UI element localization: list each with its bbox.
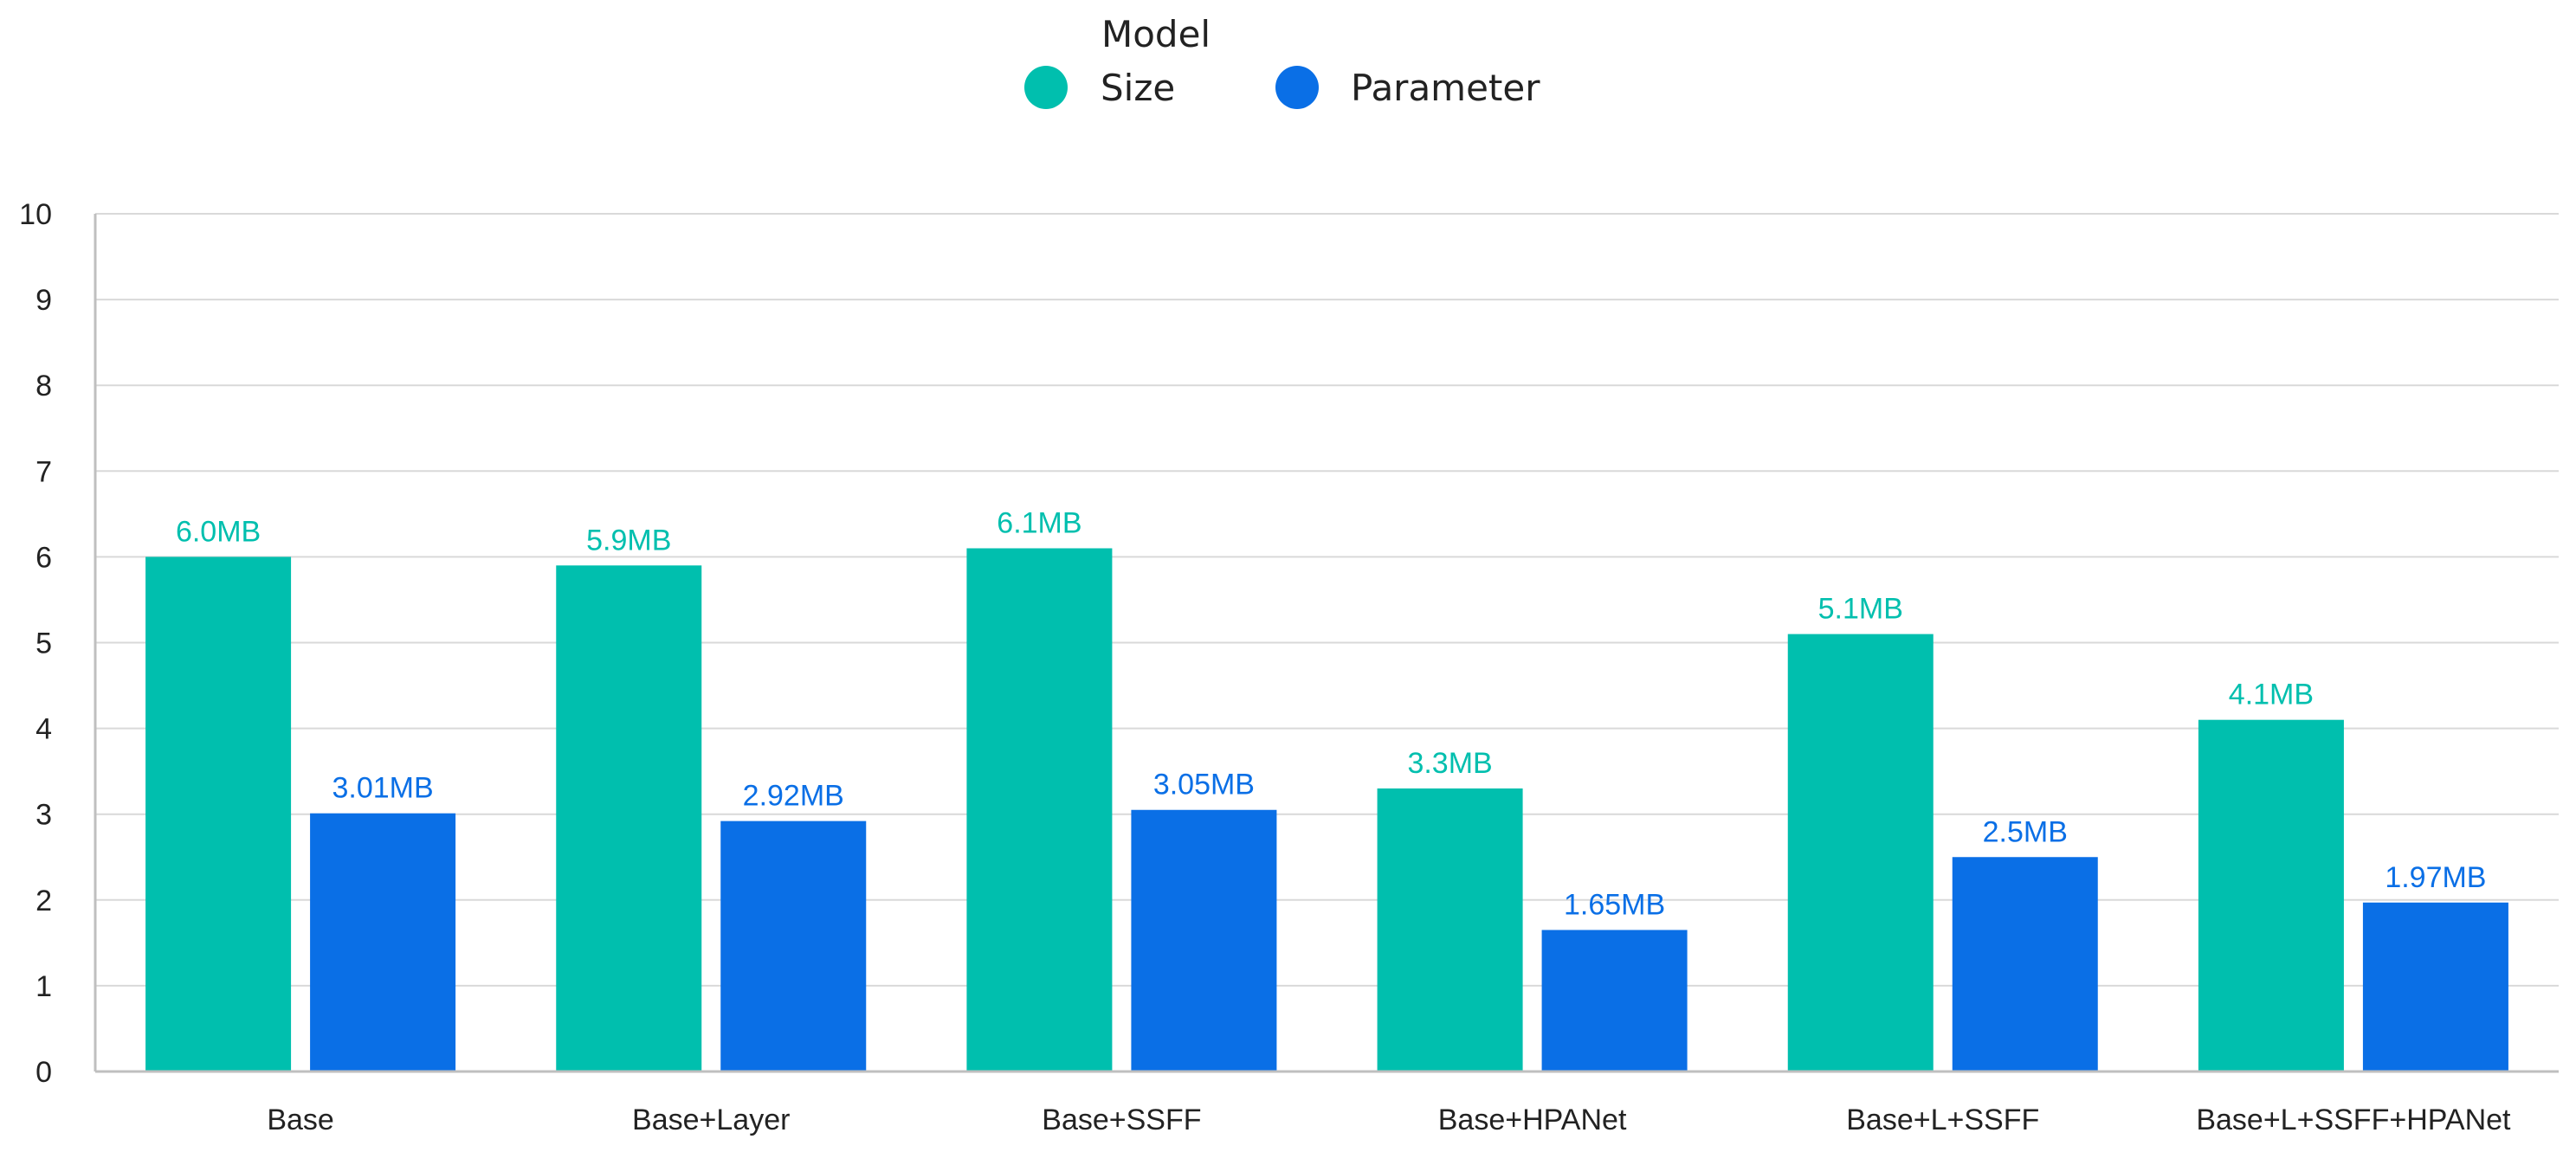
bar-parameter [1541, 930, 1688, 1072]
data-label-size: 5.1MB [1818, 593, 1903, 626]
bar-size [966, 548, 1113, 1072]
bars [145, 548, 2508, 1072]
bar-size [2198, 719, 2344, 1072]
y-tick-label: 10 [19, 198, 52, 231]
bar-parameter [1131, 809, 1277, 1072]
data-label-size: 4.1MB [2229, 679, 2314, 711]
y-axis: 0 1 2 3 4 5 6 7 8 9 10 [19, 198, 97, 1089]
legend-marker-size [1024, 66, 1068, 109]
legend-label-parameter: Parameter [1351, 67, 1540, 109]
bar-parameter [2362, 902, 2508, 1072]
y-tick-label: 3 [36, 799, 52, 832]
y-tick-label: 6 [36, 541, 52, 574]
x-category-label: Base+L+SSFF+HPANet [2196, 1104, 2511, 1136]
bar-parameter [720, 821, 867, 1072]
legend: Model Size Parameter [1024, 13, 1540, 109]
grid [95, 213, 2559, 987]
bar-size [556, 565, 702, 1072]
y-tick-label: 8 [36, 370, 52, 402]
y-tick-label: 4 [36, 713, 52, 746]
bar-parameter [310, 813, 456, 1072]
legend-marker-parameter [1275, 66, 1319, 109]
data-label-size: 6.1MB [997, 506, 1081, 539]
data-label-parameter: 2.92MB [743, 780, 844, 813]
data-label-parameter: 1.97MB [2385, 861, 2486, 894]
data-label-parameter: 3.01MB [332, 772, 433, 805]
data-label-parameter: 2.5MB [1983, 815, 2068, 848]
data-label-size: 3.3MB [1407, 747, 1492, 780]
x-category-label: Base+HPANet [1438, 1104, 1627, 1136]
data-labels: 6.0MB 3.01MB 5.9MB 2.92MB 6.1MB 3.05MB 3.3MB 1.… [176, 506, 2487, 921]
data-label-size: 6.0MB [176, 515, 261, 548]
data-label-size: 5.9MB [586, 524, 671, 557]
x-category-label: Base [267, 1104, 334, 1136]
legend-title: Model [1101, 13, 1211, 55]
y-tick-label: 7 [36, 455, 52, 488]
x-axis: Base Base+Layer Base+SSFF Base+HPANet Base+L… [95, 1070, 2559, 1136]
data-label-parameter: 3.05MB [1153, 769, 1255, 801]
x-category-label: Base+SSFF [1042, 1104, 1201, 1136]
x-category-label: Base+Layer [632, 1104, 790, 1136]
data-label-parameter: 1.65MB [1564, 888, 1665, 921]
y-tick-label: 5 [36, 627, 52, 660]
legend-label-size: Size [1101, 67, 1175, 109]
y-tick-label: 1 [36, 970, 52, 1003]
y-tick-label: 2 [36, 885, 52, 917]
bar-size [145, 557, 292, 1072]
bar-size [1787, 634, 1934, 1072]
y-tick-label: 0 [36, 1056, 52, 1089]
y-tick-label: 9 [36, 284, 52, 317]
x-category-label: Base+L+SSFF [1846, 1104, 2039, 1136]
bar-size [1377, 788, 1523, 1072]
bar-parameter [1952, 857, 2098, 1072]
